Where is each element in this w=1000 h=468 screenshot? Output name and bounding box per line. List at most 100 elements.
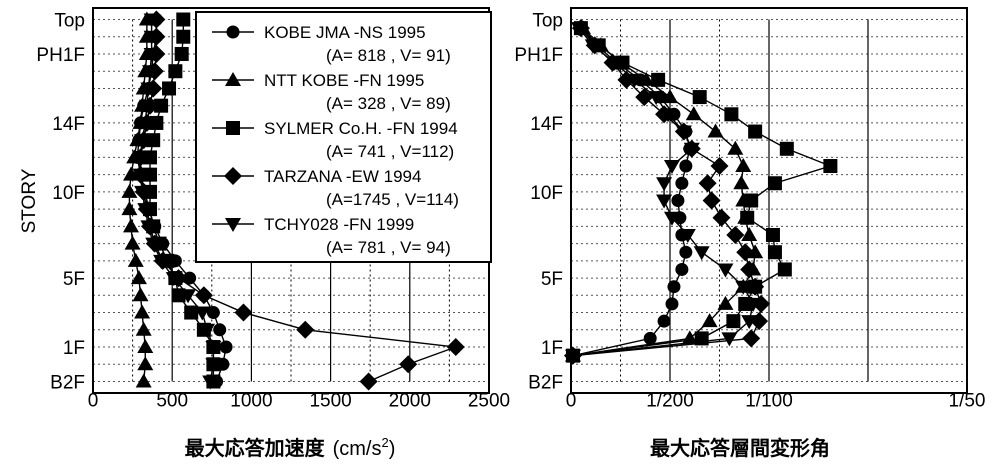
left-x-tick-label: 0 xyxy=(88,391,99,412)
legend-marker xyxy=(226,121,240,135)
right-data-point xyxy=(671,194,685,207)
left-x-axis-title-sup: 2 xyxy=(381,435,388,450)
left-x-axis-title-close: ) xyxy=(389,438,396,460)
right-data-point xyxy=(667,280,681,294)
right-y-tick-label: 14F xyxy=(530,114,563,135)
left-data-point xyxy=(143,13,160,28)
right-y-tick-label: B2F xyxy=(528,373,563,394)
right-data-point xyxy=(823,159,838,174)
right-x-tick-labels: 0 1/200 1/100 1/50 xyxy=(566,391,986,412)
left-data-point xyxy=(194,286,213,305)
left-x-tick-label: 2500 xyxy=(468,391,510,412)
right-data-point xyxy=(651,72,666,87)
left-data-point xyxy=(137,203,154,218)
right-data-point xyxy=(638,71,655,86)
left-data-point xyxy=(134,304,151,319)
right-data-point xyxy=(710,157,729,176)
right-data-point xyxy=(741,226,758,241)
left-data-point xyxy=(180,289,197,304)
right-y-tick-label: 5F xyxy=(541,269,563,290)
left-data-point xyxy=(137,116,154,131)
left-y-axis-title: STORY xyxy=(19,168,40,233)
left-y-tick-label: Top xyxy=(54,11,85,32)
left-x-axis-title-unit: (cm/s xyxy=(333,438,382,460)
right-data-point xyxy=(643,331,657,345)
legend-label: NTT KOBE -FN 1995 xyxy=(264,71,424,90)
right-data-point xyxy=(626,73,643,88)
right-data-point xyxy=(777,262,792,277)
right-data-point xyxy=(564,349,581,364)
right-data-point xyxy=(736,243,755,262)
right-y-tick-label: Top xyxy=(532,11,563,32)
left-data-point xyxy=(154,98,169,113)
legend-label: SYLMER Co.H. -FN 1994 xyxy=(264,119,458,138)
left-data-point xyxy=(124,235,141,250)
left-x-axis-title-text: 最大応答加速度 xyxy=(185,436,326,460)
left-data-point xyxy=(359,372,378,391)
left-data-point xyxy=(138,99,155,114)
left-series-line xyxy=(128,19,148,382)
left-data-point xyxy=(143,47,160,62)
legend: KOBE JMA -NS 1995 (A= 818 , V= 91) NTT KOB… xyxy=(195,11,492,263)
right-data-point xyxy=(726,314,741,329)
right-x-axis-title: 最大応答層間変形角 xyxy=(650,436,830,460)
right-data-point xyxy=(679,228,696,243)
left-data-point xyxy=(121,201,138,216)
left-x-tick-labels: 0 500 1000 1500 2000 2500 xyxy=(88,391,510,412)
left-data-point xyxy=(140,82,157,97)
left-data-point xyxy=(132,151,149,166)
left-series-group xyxy=(121,10,465,391)
right-data-point xyxy=(663,211,680,226)
right-x-tick-label: 1/200 xyxy=(646,391,694,412)
right-y-tick-label: 1F xyxy=(541,338,563,359)
right-data-point xyxy=(712,208,731,227)
left-data-point xyxy=(165,272,182,287)
right-x-tick-label: 1/100 xyxy=(745,391,793,412)
legend-note: (A= 818 , V= 91) xyxy=(326,46,451,65)
left-data-point xyxy=(174,46,189,61)
right-data-point xyxy=(606,56,623,71)
legend-marker xyxy=(225,72,241,86)
left-data-point xyxy=(153,254,170,269)
right-data-point xyxy=(663,160,680,175)
right-data-point xyxy=(745,297,762,312)
right-data-point xyxy=(733,175,750,190)
right-data-point xyxy=(665,297,679,311)
right-data-point xyxy=(767,176,782,191)
right-data-point xyxy=(675,176,689,190)
left-data-point xyxy=(213,323,227,337)
left-data-point xyxy=(135,321,152,336)
left-data-point xyxy=(130,270,147,285)
right-data-point xyxy=(662,89,678,104)
left-x-tick-label: 1000 xyxy=(230,391,272,412)
acceleration-chart: B2F 1F 5F 10F 14F PH1F Top 0 500 1000 1500 2000 250… xyxy=(19,7,510,460)
left-y-tick-label: B2F xyxy=(50,373,85,394)
left-data-point xyxy=(132,287,149,302)
right-data-point xyxy=(648,91,665,106)
left-y-tick-labels: B2F 1F 5F 10F 14F PH1F Top xyxy=(36,11,85,394)
right-data-point xyxy=(679,159,693,173)
right-data-point xyxy=(707,123,724,138)
legend-note: (A= 328 , V= 89) xyxy=(326,94,451,113)
left-data-point xyxy=(446,338,465,357)
right-y-tick-label: PH1F xyxy=(514,45,563,66)
left-data-point xyxy=(206,306,220,320)
left-data-point xyxy=(219,340,233,354)
left-data-point xyxy=(205,341,222,356)
legend-note: (A= 781 , V= 94) xyxy=(326,238,451,257)
legend-label: KOBE JMA -NS 1995 xyxy=(264,23,426,42)
right-data-point xyxy=(740,210,755,225)
left-data-point xyxy=(194,306,211,321)
right-data-point xyxy=(656,194,673,209)
left-x-tick-label: 1500 xyxy=(309,391,351,412)
right-data-point xyxy=(717,263,734,278)
right-x-tick-label: 1/50 xyxy=(949,391,986,412)
right-data-point xyxy=(779,141,794,156)
right-data-point xyxy=(635,88,654,107)
right-plot-frame xyxy=(570,7,968,394)
left-data-point xyxy=(132,168,149,183)
legend-note: (A= 741 , V=112) xyxy=(326,142,454,161)
left-data-point xyxy=(176,29,191,44)
right-data-point xyxy=(584,39,601,54)
